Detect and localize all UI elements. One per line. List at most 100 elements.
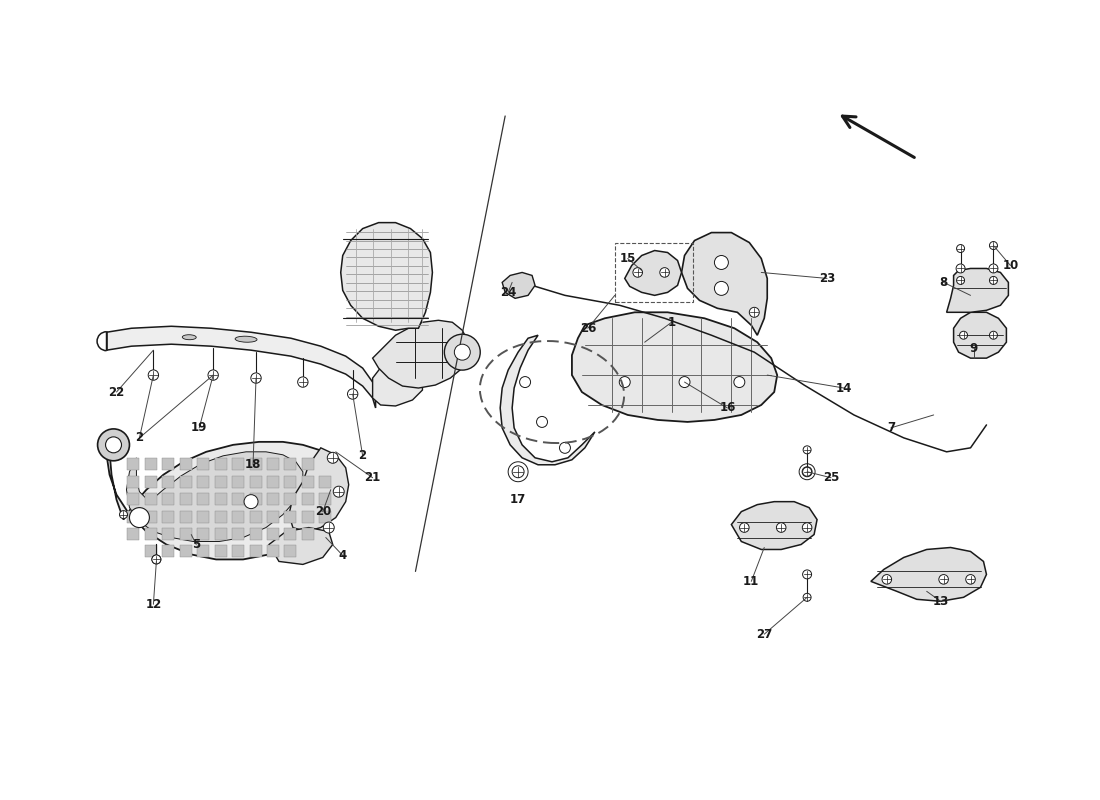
Bar <box>179 528 191 540</box>
Circle shape <box>802 466 812 477</box>
Bar <box>145 458 157 470</box>
Text: 17: 17 <box>510 493 526 506</box>
Bar <box>267 493 279 505</box>
Text: 16: 16 <box>719 402 736 414</box>
Bar <box>232 458 244 470</box>
Bar <box>163 493 174 505</box>
Text: 1: 1 <box>668 316 675 329</box>
Circle shape <box>749 307 759 318</box>
Circle shape <box>989 264 998 273</box>
Bar <box>163 510 174 522</box>
Bar <box>232 546 244 558</box>
Text: 12: 12 <box>145 598 162 610</box>
Bar <box>250 476 262 488</box>
Bar <box>214 510 227 522</box>
Text: 21: 21 <box>364 471 381 484</box>
Circle shape <box>990 277 998 285</box>
Bar <box>267 458 279 470</box>
Polygon shape <box>126 452 302 542</box>
Circle shape <box>152 555 161 564</box>
Bar <box>319 510 331 522</box>
Ellipse shape <box>235 336 257 342</box>
Bar <box>163 458 174 470</box>
Bar <box>214 528 227 540</box>
Bar <box>128 493 140 505</box>
Text: 13: 13 <box>933 594 949 608</box>
Text: 26: 26 <box>580 322 596 334</box>
Circle shape <box>513 466 524 478</box>
Circle shape <box>990 242 998 250</box>
Text: 25: 25 <box>823 471 839 484</box>
Circle shape <box>333 486 344 497</box>
Bar <box>267 510 279 522</box>
Polygon shape <box>107 435 343 559</box>
Bar <box>232 476 244 488</box>
Bar <box>145 476 157 488</box>
Circle shape <box>298 377 308 387</box>
Bar <box>145 493 157 505</box>
Text: 22: 22 <box>109 386 124 398</box>
Bar <box>285 528 296 540</box>
Bar <box>250 493 262 505</box>
Bar <box>197 528 209 540</box>
Circle shape <box>803 446 811 454</box>
Ellipse shape <box>183 334 196 340</box>
Bar <box>285 510 296 522</box>
Text: 23: 23 <box>818 272 835 285</box>
Bar <box>163 476 174 488</box>
Bar <box>285 493 296 505</box>
Text: 20: 20 <box>315 505 331 518</box>
Bar <box>267 528 279 540</box>
Bar <box>615 242 693 302</box>
Bar <box>163 528 174 540</box>
Text: 4: 4 <box>339 549 346 562</box>
Text: 7: 7 <box>887 422 895 434</box>
Polygon shape <box>947 269 1009 312</box>
Bar <box>197 476 209 488</box>
Circle shape <box>777 522 786 532</box>
Text: 11: 11 <box>744 575 759 588</box>
Text: 18: 18 <box>245 458 261 471</box>
Bar <box>319 476 331 488</box>
Bar <box>301 528 314 540</box>
Bar <box>250 458 262 470</box>
Bar <box>267 546 279 558</box>
Circle shape <box>519 377 530 387</box>
Circle shape <box>802 522 812 532</box>
Circle shape <box>328 452 338 463</box>
Bar <box>163 546 174 558</box>
Bar <box>301 476 314 488</box>
Circle shape <box>803 467 812 476</box>
Bar <box>232 493 244 505</box>
Bar <box>250 510 262 522</box>
Circle shape <box>348 389 358 399</box>
Circle shape <box>957 277 965 285</box>
Bar <box>319 493 331 505</box>
Text: 8: 8 <box>939 276 948 289</box>
Circle shape <box>714 282 728 295</box>
Circle shape <box>990 331 998 339</box>
Polygon shape <box>871 547 987 602</box>
Text: 24: 24 <box>500 286 516 299</box>
Text: 2: 2 <box>135 431 143 444</box>
Bar <box>179 493 191 505</box>
Circle shape <box>660 268 670 278</box>
Polygon shape <box>954 312 1007 358</box>
Bar <box>232 528 244 540</box>
Bar <box>179 546 191 558</box>
Bar <box>197 546 209 558</box>
Text: 19: 19 <box>191 422 208 434</box>
Circle shape <box>537 417 548 427</box>
Bar <box>179 510 191 522</box>
Circle shape <box>244 494 258 509</box>
Bar <box>128 528 140 540</box>
Circle shape <box>803 594 811 602</box>
Circle shape <box>560 442 571 454</box>
Circle shape <box>959 331 968 339</box>
Polygon shape <box>373 358 422 406</box>
Polygon shape <box>341 222 432 330</box>
Bar <box>285 546 296 558</box>
Circle shape <box>956 264 965 273</box>
Bar <box>285 458 296 470</box>
Bar <box>128 510 140 522</box>
